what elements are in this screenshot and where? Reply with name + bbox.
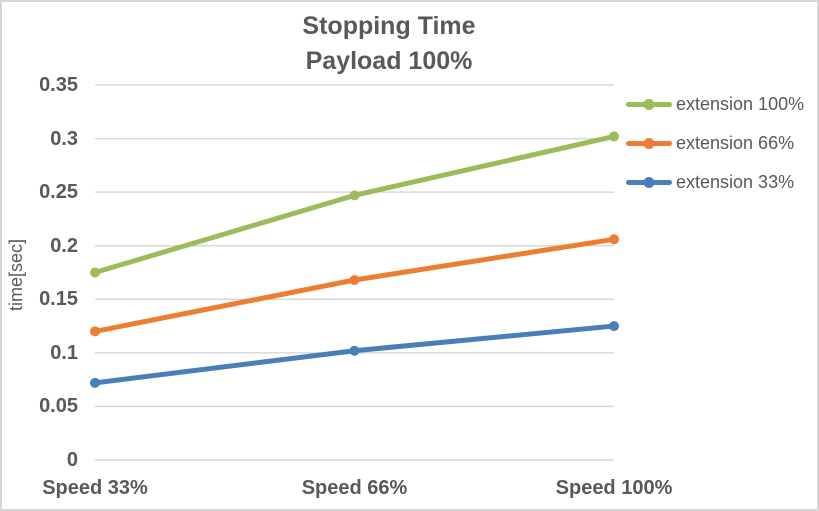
data-point-extension-33-speed-33	[90, 377, 100, 388]
legend-line-marker-icon	[626, 177, 672, 188]
y-tick-label: 0.35	[39, 74, 78, 96]
legend-item-extension-66: extension 66%	[625, 124, 804, 163]
data-point-extension-66-speed-100	[609, 234, 619, 245]
legend: extension 100% extension 66% extension 33%	[625, 85, 804, 202]
data-point-extension-100-speed-66	[349, 190, 360, 201]
legend-item-extension-100: extension 100%	[625, 85, 804, 124]
data-point-extension-66-speed-66	[349, 275, 360, 285]
y-tick-label: 0.15	[39, 288, 78, 311]
chart-title: Stopping Time Payload 100%	[2, 9, 776, 79]
y-tick-label: 0.3	[50, 127, 78, 150]
y-tick-label: 0	[66, 449, 78, 471]
x-category-label-speed-66: Speed 66%	[301, 477, 408, 499]
legend-label: extension 66%	[676, 133, 795, 153]
y-tick-label: 0.1	[50, 341, 78, 364]
legend-label: extension 100%	[676, 94, 805, 114]
data-point-extension-66-speed-33	[90, 326, 100, 337]
legend-item-extension-33: extension 33%	[625, 163, 804, 202]
y-tick-label: 0.05	[39, 395, 78, 418]
data-point-extension-33-speed-100	[609, 321, 619, 332]
data-point-extension-100-speed-33	[90, 267, 100, 278]
series-line-extension-66	[92, 236, 617, 334]
y-tick-label: 0.25	[39, 181, 78, 204]
legend-label: extension 33%	[676, 172, 795, 192]
chart-title-line2: Payload 100%	[305, 47, 473, 75]
y-tick-label: 0.2	[50, 234, 78, 257]
x-category-label-speed-33: Speed 33%	[42, 477, 148, 499]
chart-title-line1: Stopping Time	[302, 12, 476, 40]
legend-line-marker-icon	[626, 138, 672, 149]
legend-line-marker-icon	[626, 99, 672, 110]
data-point-extension-33-speed-66	[349, 345, 360, 356]
x-category-label-speed-100: Speed 100%	[555, 477, 673, 499]
data-point-extension-100-speed-100	[609, 131, 619, 142]
